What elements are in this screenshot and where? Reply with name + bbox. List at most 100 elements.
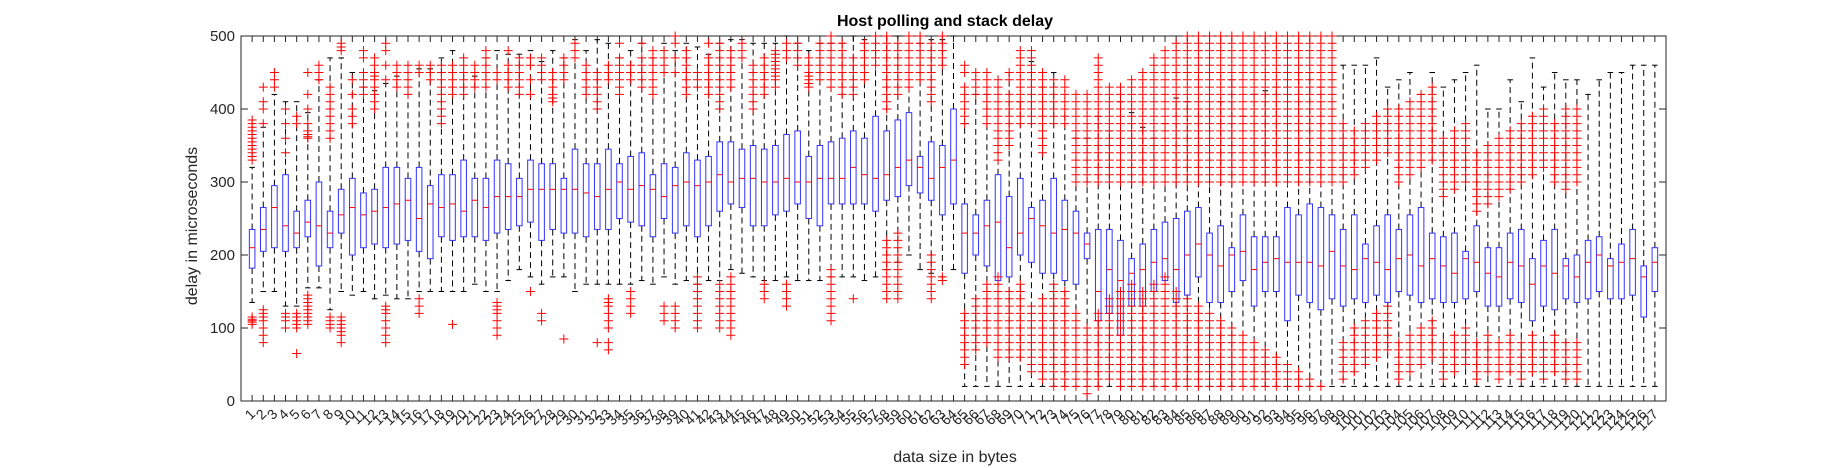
outlier-point bbox=[704, 53, 714, 63]
outlier-point bbox=[1305, 374, 1315, 384]
outlier-point bbox=[537, 308, 547, 318]
outlier-point bbox=[1249, 31, 1259, 41]
box bbox=[983, 199, 991, 267]
outlier-point bbox=[281, 148, 291, 158]
outlier-point bbox=[347, 75, 357, 85]
outlier-point bbox=[704, 38, 714, 48]
outlier-point bbox=[759, 53, 769, 63]
outlier-point bbox=[1060, 287, 1070, 296]
outlier-point bbox=[459, 53, 469, 63]
box bbox=[426, 185, 434, 260]
outlier-point bbox=[1093, 308, 1103, 318]
outlier-point bbox=[737, 38, 747, 48]
outlier-point bbox=[1449, 330, 1459, 340]
outlier-point bbox=[1049, 279, 1059, 289]
y-tick-label: 200 bbox=[210, 247, 235, 264]
outlier-point bbox=[971, 68, 981, 77]
outlier-point bbox=[581, 60, 591, 70]
outlier-point bbox=[1193, 31, 1203, 41]
outlier-point bbox=[692, 68, 702, 77]
box bbox=[705, 155, 712, 227]
outlier-point bbox=[804, 53, 814, 63]
outlier-point bbox=[1360, 316, 1370, 326]
box bbox=[905, 112, 913, 187]
outlier-point bbox=[525, 89, 535, 99]
box bbox=[1239, 214, 1247, 282]
outlier-point bbox=[247, 115, 257, 125]
outlier-point bbox=[1138, 287, 1148, 296]
outlier-point bbox=[292, 111, 302, 121]
box bbox=[1328, 214, 1336, 300]
box bbox=[1629, 228, 1636, 296]
outlier-point bbox=[1461, 119, 1471, 129]
outlier-point bbox=[960, 82, 970, 92]
outlier-point bbox=[1372, 308, 1382, 318]
outlier-point bbox=[1516, 338, 1526, 348]
box bbox=[1061, 199, 1069, 282]
outlier-point bbox=[882, 235, 892, 245]
box bbox=[1339, 228, 1347, 307]
box bbox=[1306, 203, 1314, 303]
outlier-point bbox=[1227, 31, 1237, 41]
outlier-point bbox=[1104, 82, 1114, 92]
box bbox=[582, 163, 590, 238]
box bbox=[950, 108, 957, 205]
outlier-point bbox=[1282, 31, 1292, 41]
outlier-point bbox=[258, 97, 268, 107]
outlier-point bbox=[1394, 104, 1404, 114]
box bbox=[772, 145, 779, 216]
outlier-point bbox=[1561, 338, 1571, 348]
outlier-point bbox=[381, 75, 391, 85]
box bbox=[460, 159, 467, 238]
outlier-point bbox=[1383, 104, 1393, 114]
outlier-point bbox=[759, 279, 769, 289]
outlier-point bbox=[1550, 119, 1560, 129]
box bbox=[1373, 225, 1380, 296]
outlier-point bbox=[982, 68, 992, 77]
outlier-point bbox=[448, 60, 458, 70]
outlier-point bbox=[670, 53, 680, 63]
outlier-point bbox=[1539, 338, 1549, 348]
box bbox=[560, 177, 568, 234]
outlier-point bbox=[1271, 352, 1281, 362]
outlier-point bbox=[1127, 75, 1137, 85]
y-tick-label: 400 bbox=[210, 101, 235, 118]
outlier-point bbox=[1338, 338, 1348, 348]
box bbox=[315, 181, 323, 267]
outlier-point bbox=[258, 82, 268, 92]
outlier-point bbox=[1572, 338, 1582, 348]
box bbox=[1028, 207, 1035, 263]
outlier-point bbox=[303, 290, 313, 300]
outlier-point bbox=[848, 294, 858, 304]
outlier-point bbox=[481, 46, 491, 56]
outlier-point bbox=[1372, 111, 1382, 121]
y-tick-label: 300 bbox=[210, 174, 235, 191]
box bbox=[1362, 243, 1369, 303]
outlier-point bbox=[303, 68, 313, 77]
outlier-point bbox=[726, 272, 736, 282]
outlier-point bbox=[1527, 330, 1537, 340]
box bbox=[1184, 210, 1191, 296]
box bbox=[1261, 236, 1269, 292]
outlier-point bbox=[1438, 338, 1448, 348]
outlier-point bbox=[971, 294, 981, 304]
outlier-point bbox=[358, 46, 368, 56]
outlier-point bbox=[1238, 31, 1248, 41]
y-axis-label: delay in microseconds bbox=[184, 147, 201, 305]
box bbox=[282, 174, 289, 252]
box bbox=[616, 163, 623, 219]
box bbox=[1206, 232, 1213, 303]
box bbox=[549, 163, 557, 230]
outlier-point bbox=[1271, 31, 1281, 41]
outlier-point bbox=[1004, 89, 1014, 99]
box bbox=[805, 155, 813, 219]
box bbox=[660, 163, 668, 219]
box bbox=[1295, 214, 1302, 296]
outlier-point bbox=[1505, 330, 1515, 340]
outlier-point bbox=[1015, 279, 1025, 289]
outlier-point bbox=[347, 89, 357, 99]
box bbox=[1595, 236, 1603, 292]
outlier-point bbox=[381, 301, 391, 311]
